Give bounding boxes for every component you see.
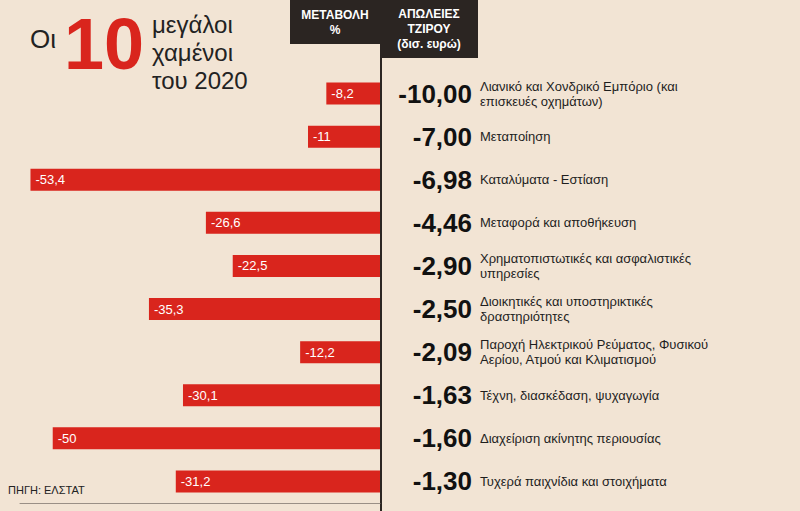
- svg-text:-22,5: -22,5: [238, 258, 268, 273]
- svg-text:-50: -50: [58, 431, 77, 446]
- svg-text:Παροχή Ηλεκτρικού Ρεύματος, Φυ: Παροχή Ηλεκτρικού Ρεύματος, Φυσικού: [480, 337, 708, 352]
- svg-text:10: 10: [64, 4, 144, 84]
- svg-text:ΠΗΓΗ: ΕΛΣΤΑΤ: ΠΗΓΗ: ΕΛΣΤΑΤ: [8, 484, 85, 496]
- svg-text:Καταλύματα - Εστίαση: Καταλύματα - Εστίαση: [480, 172, 608, 187]
- svg-text:-7,00: -7,00: [413, 122, 472, 152]
- svg-text:ΑΠΩΛΕΙΕΣ: ΑΠΩΛΕΙΕΣ: [398, 7, 460, 21]
- svg-text:-4,46: -4,46: [413, 208, 472, 238]
- svg-text:χαμένοι: χαμένοι: [152, 39, 233, 66]
- svg-text:-31,2: -31,2: [181, 474, 211, 489]
- svg-text:Τυχερά παιχνίδια και στοιχήματ: Τυχερά παιχνίδια και στοιχήματα: [480, 474, 667, 489]
- svg-text:-2,90: -2,90: [413, 251, 472, 281]
- svg-text:-1,30: -1,30: [413, 466, 472, 496]
- svg-text:υπηρεσίες: υπηρεσίες: [480, 266, 539, 281]
- svg-text:μεγάλοι: μεγάλοι: [152, 11, 233, 38]
- svg-text:Λιανικό και Χονδρικό Εμπόριο (: Λιανικό και Χονδρικό Εμπόριο (και: [480, 79, 678, 94]
- svg-text:επισκευές οχημάτων): επισκευές οχημάτων): [480, 94, 603, 109]
- svg-text:-12,2: -12,2: [305, 345, 335, 360]
- svg-text:του 2020: του 2020: [152, 67, 248, 94]
- svg-text:Αερίου, Ατμού και Κλιματισμού: Αερίου, Ατμού και Κλιματισμού: [480, 352, 656, 367]
- svg-text:Χρηματοπιστωτικές και ασφαλιστ: Χρηματοπιστωτικές και ασφαλιστικές: [480, 251, 691, 266]
- svg-text:-10,00: -10,00: [398, 79, 472, 109]
- svg-text:ΜΕΤΑΒΟΛΗ: ΜΕΤΑΒΟΛΗ: [301, 8, 368, 22]
- svg-text:-11: -11: [313, 129, 331, 144]
- svg-text:(δισ. ευρώ): (δισ. ευρώ): [397, 37, 461, 51]
- svg-text:ΤΖΙΡΟΥ: ΤΖΙΡΟΥ: [407, 22, 450, 36]
- svg-text:-35,3: -35,3: [154, 302, 184, 317]
- svg-text:Μεταφορά και αποθήκευση: Μεταφορά και αποθήκευση: [480, 215, 636, 230]
- svg-text:-6,98: -6,98: [413, 165, 472, 195]
- svg-text:-1,60: -1,60: [413, 423, 472, 453]
- svg-text:-8,2: -8,2: [331, 86, 353, 101]
- svg-text:Διοικητικές και υποστηρικτικές: Διοικητικές και υποστηρικτικές: [480, 294, 653, 309]
- svg-text:-30,1: -30,1: [188, 388, 218, 403]
- svg-text:-53,4: -53,4: [35, 172, 65, 187]
- svg-text:%: %: [330, 23, 341, 37]
- svg-text:Διαχείριση ακίνητης περιουσίας: Διαχείριση ακίνητης περιουσίας: [480, 431, 661, 446]
- svg-text:-1,63: -1,63: [413, 380, 472, 410]
- svg-text:-2,50: -2,50: [413, 294, 472, 324]
- svg-text:δραστηριότητες: δραστηριότητες: [480, 309, 569, 324]
- svg-text:Οι: Οι: [30, 24, 56, 54]
- svg-text:-2,09: -2,09: [413, 337, 472, 367]
- svg-text:Τέχνη, διασκέδαση, ψυχαγωγία: Τέχνη, διασκέδαση, ψυχαγωγία: [480, 388, 660, 403]
- svg-text:Μεταποίηση: Μεταποίηση: [480, 129, 550, 144]
- svg-text:-26,6: -26,6: [211, 215, 241, 230]
